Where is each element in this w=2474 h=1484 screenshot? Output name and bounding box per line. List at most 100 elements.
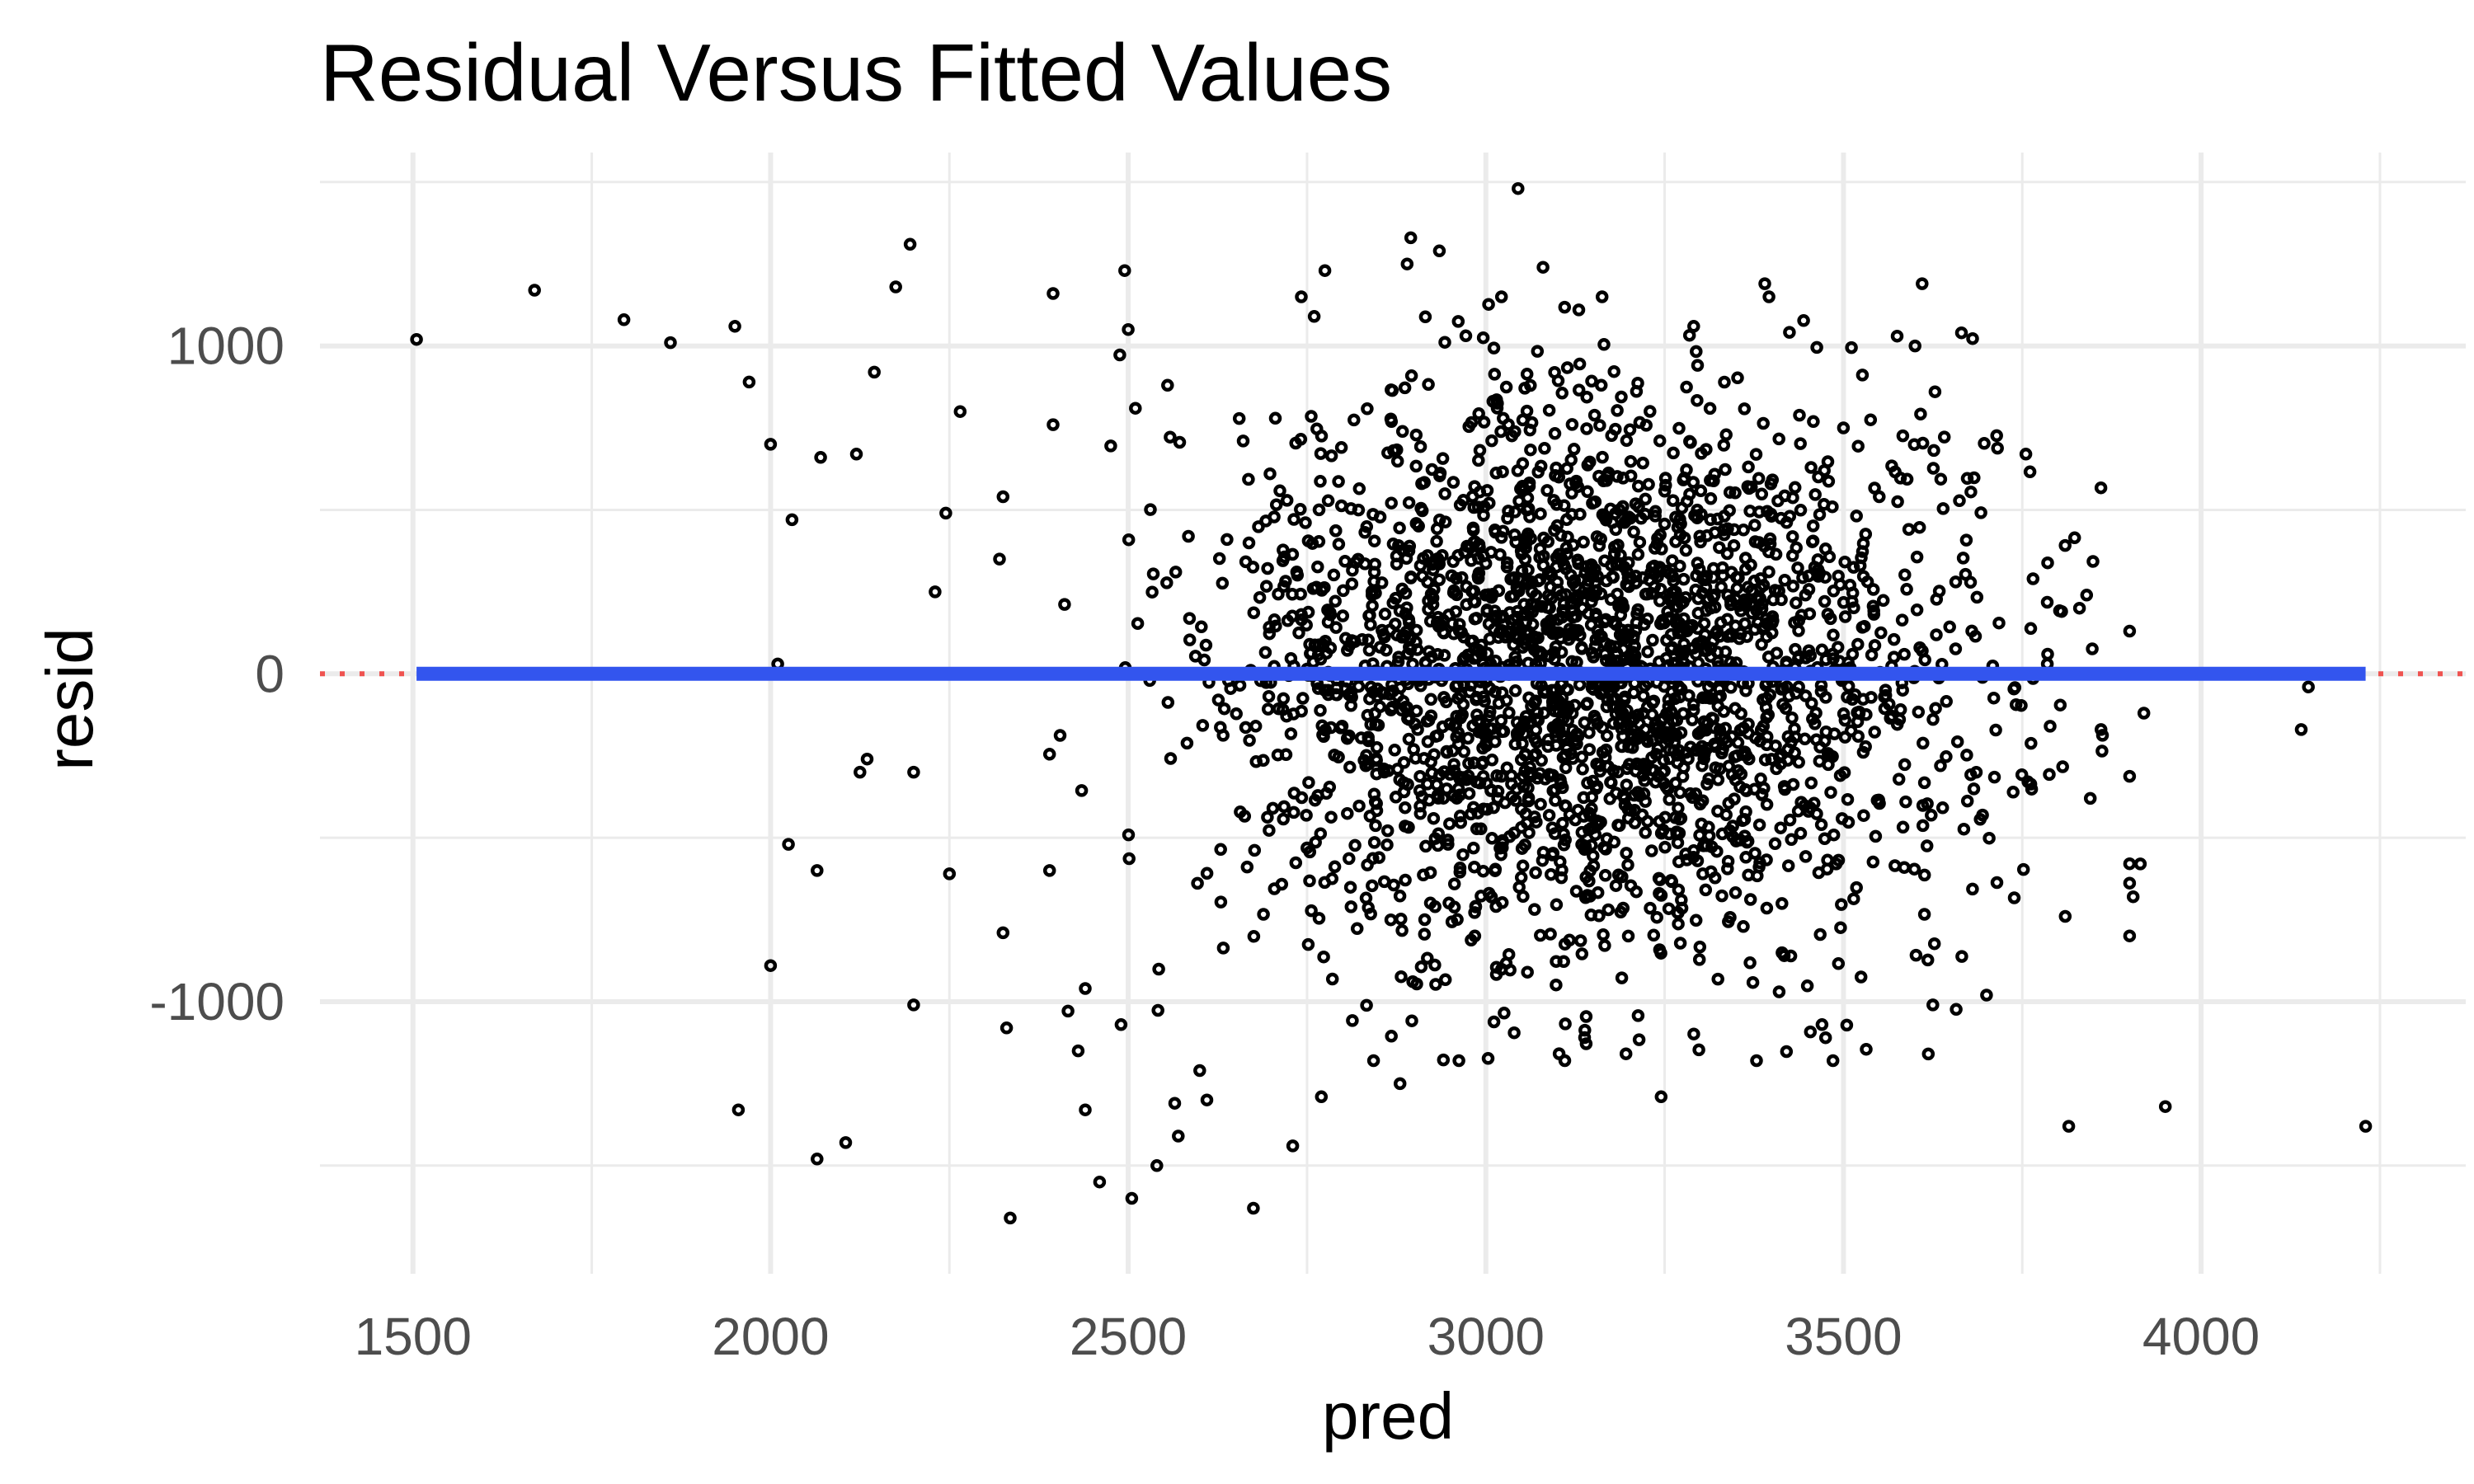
data-point (1708, 871, 1722, 885)
data-point (1754, 581, 1767, 594)
data-point (1524, 378, 1537, 392)
data-point (1452, 1054, 1465, 1068)
data-point (1489, 685, 1502, 699)
data-point (1468, 929, 1482, 943)
data-point (1651, 742, 1665, 755)
data-point (1763, 532, 1777, 546)
data-point (2123, 876, 2137, 890)
data-point (1943, 620, 1956, 634)
data-point (1768, 584, 1782, 597)
data-point (1324, 721, 1338, 735)
data-point (1794, 437, 1807, 450)
data-point (1319, 787, 1333, 801)
data-point (1845, 340, 1858, 355)
data-point (1892, 773, 1906, 786)
data-point (1714, 729, 1728, 742)
data-point (1632, 500, 1645, 514)
data-point (1294, 587, 1307, 601)
data-point (1302, 776, 1315, 789)
data-point (1596, 745, 1610, 759)
data-point (2072, 601, 2086, 615)
data-point (1398, 381, 1412, 395)
data-point (1318, 264, 1332, 277)
data-point (1592, 469, 1606, 483)
data-point (1371, 682, 1385, 696)
data-point (1680, 463, 1693, 477)
data-point (1403, 641, 1416, 654)
data-point (1421, 951, 1434, 965)
data-point (1804, 649, 1818, 663)
data-point (1273, 484, 1286, 498)
data-point (1401, 777, 1414, 791)
data-point (1281, 614, 1295, 627)
data-point (1409, 428, 1423, 442)
data-point (1573, 357, 1587, 371)
data-point (1485, 722, 1499, 735)
data-point (1488, 368, 1502, 381)
data-point (1711, 773, 1725, 787)
data-point (1804, 801, 1817, 815)
data-point (1959, 533, 1973, 547)
data-point (1720, 735, 1733, 749)
data-point (1627, 711, 1641, 726)
data-point (1647, 928, 1661, 942)
data-point (1454, 815, 1468, 829)
data-point (1860, 1042, 1873, 1056)
data-point (1339, 682, 1352, 696)
data-point (2126, 890, 2140, 904)
data-point (1760, 711, 1773, 724)
data-point (1708, 737, 1721, 751)
data-point (1214, 895, 1228, 909)
data-point (1467, 841, 1480, 855)
data-point (1831, 641, 1845, 654)
data-point (1548, 427, 1562, 440)
data-point (1387, 444, 1400, 458)
data-point (1079, 1103, 1092, 1116)
data-point (1724, 681, 1738, 694)
data-point (1890, 329, 1904, 343)
data-point (1384, 913, 1398, 927)
data-point (1352, 799, 1366, 813)
data-point (1465, 585, 1479, 599)
data-point (1263, 467, 1277, 481)
data-point (1876, 594, 1890, 608)
data-point (1587, 408, 1602, 422)
data-point (1376, 623, 1389, 637)
data-point (1629, 576, 1642, 589)
data-point (1393, 1077, 1407, 1091)
data-point (1827, 828, 1841, 842)
data-point (1815, 643, 1829, 657)
data-point (1327, 568, 1341, 582)
data-point (1440, 745, 1454, 759)
data-point (1470, 612, 1484, 625)
y-tick-label: 1000 (167, 317, 285, 376)
data-point (1781, 730, 1795, 744)
data-point (1482, 298, 1495, 311)
data-point (1466, 521, 1480, 535)
data-point (1543, 650, 1556, 663)
data-point (1537, 685, 1550, 699)
data-point (1329, 594, 1342, 608)
data-point (1544, 867, 1558, 881)
data-point (1164, 430, 1177, 444)
data-point (1645, 751, 1658, 764)
data-point (1764, 507, 1778, 521)
data-point (1805, 697, 1818, 710)
data-point (1761, 650, 1776, 664)
data-point (1920, 839, 1934, 852)
data-point (1596, 508, 1610, 522)
data-point (1783, 510, 1797, 523)
data-point (1778, 782, 1792, 796)
data-point (1477, 509, 1490, 522)
data-point (1697, 617, 1711, 630)
data-point (1910, 550, 1924, 564)
data-point (868, 365, 881, 379)
data-point (1464, 679, 1478, 692)
data-point (1276, 554, 1290, 567)
data-point (1653, 528, 1667, 542)
data-point (1540, 617, 1554, 631)
data-point (2058, 538, 2072, 552)
data-point (1890, 717, 1904, 731)
data-point (1104, 439, 1117, 453)
data-point (1564, 453, 1578, 467)
